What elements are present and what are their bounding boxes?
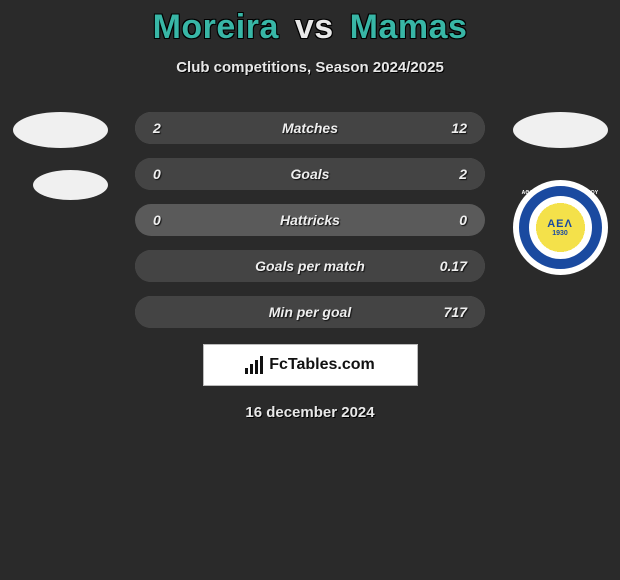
stat-value-right: 0 [459, 212, 467, 228]
club-badge-inner: ΑΕΛ 1930 [519, 186, 602, 269]
player1-face-placeholder [13, 112, 108, 148]
stat-row: 0Goals2 [135, 158, 485, 190]
date-line: 16 december 2024 [0, 404, 620, 421]
stats-column: 2Matches120Goals20Hattricks0Goals per ma… [135, 112, 485, 328]
club-badge-acronym: ΑΕΛ [547, 218, 573, 230]
stat-label: Min per goal [135, 304, 485, 320]
stat-row: Min per goal717 [135, 296, 485, 328]
player2-club-badge: ΑΘΛΗΤΙΚΗ ΕΝΩΣΗ ΛΕΜΕΣΟΥ ΑΕΛ 1930 [513, 180, 608, 275]
left-player-column [0, 112, 120, 200]
stat-label: Matches [135, 120, 485, 136]
stat-label: Hattricks [135, 212, 485, 228]
player1-club-placeholder [33, 170, 108, 200]
right-player-column: ΑΘΛΗΤΙΚΗ ΕΝΩΣΗ ΛΕΜΕΣΟΥ ΑΕΛ 1930 [500, 112, 620, 275]
vs-word: vs [295, 8, 334, 46]
stat-value-right: 12 [451, 120, 467, 136]
branding-text: FcTables.com [269, 356, 375, 374]
stat-value-right: 0.17 [440, 258, 467, 274]
stat-row: 2Matches12 [135, 112, 485, 144]
player1-name: Moreira [153, 8, 279, 46]
stat-row: 0Hattricks0 [135, 204, 485, 236]
stat-value-right: 2 [459, 166, 467, 182]
stat-value-right: 717 [444, 304, 467, 320]
branding-box[interactable]: FcTables.com [203, 344, 418, 386]
stat-label: Goals per match [135, 258, 485, 274]
main-area: ΑΘΛΗΤΙΚΗ ΕΝΩΣΗ ΛΕΜΕΣΟΥ ΑΕΛ 1930 2Matches… [0, 112, 620, 322]
club-badge-year: 1930 [552, 230, 568, 237]
stat-row: Goals per match0.17 [135, 250, 485, 282]
player2-name: Mamas [350, 8, 468, 46]
player2-face-placeholder [513, 112, 608, 148]
subtitle: Club competitions, Season 2024/2025 [0, 59, 620, 76]
stat-label: Goals [135, 166, 485, 182]
chart-bars-icon [245, 356, 263, 374]
title-row: Moreira vs Mamas [0, 0, 620, 47]
comparison-title: Moreira vs Mamas [153, 8, 468, 46]
